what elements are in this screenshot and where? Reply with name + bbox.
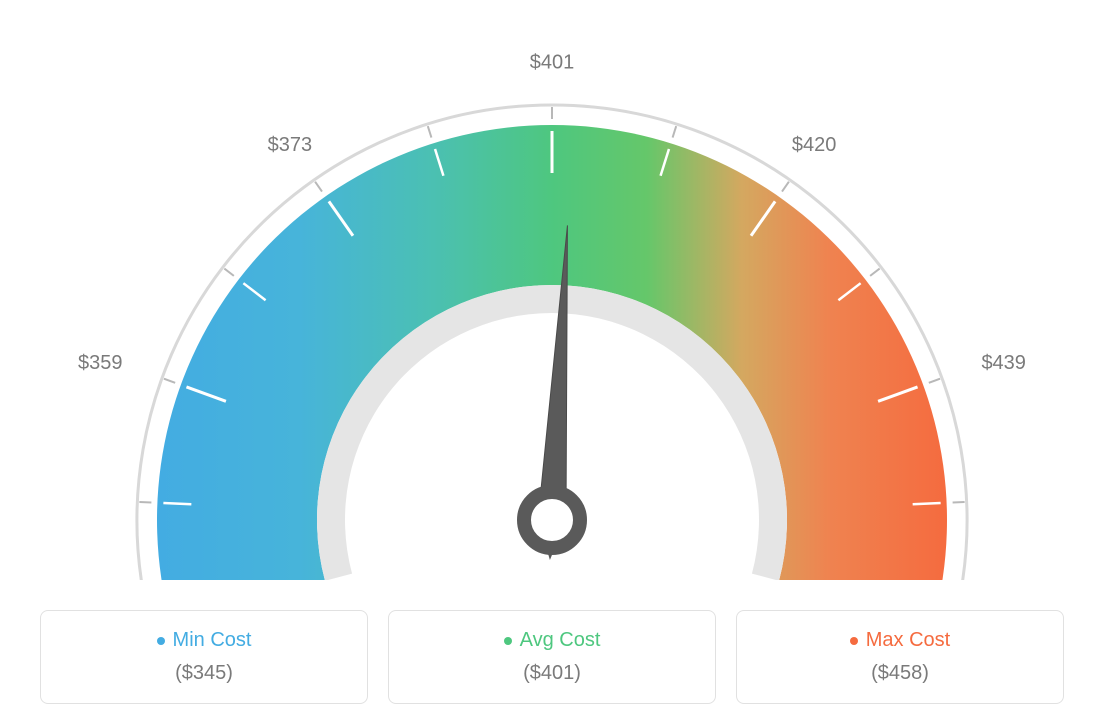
gauge-tick-label: $359 <box>78 352 123 374</box>
legend-avg-title: Avg Cost <box>504 629 601 652</box>
legend-avg-label: Avg Cost <box>520 629 601 652</box>
legend-max-title: Max Cost <box>850 629 950 652</box>
gauge-tick-label: $439 <box>981 352 1025 374</box>
legend-min-label: Min Cost <box>173 629 252 652</box>
dot-icon <box>157 637 165 645</box>
legend-max-label: Max Cost <box>866 629 950 652</box>
gauge-tick-label: $373 <box>268 134 313 156</box>
legend-min-value: ($345) <box>65 662 343 685</box>
legend-max-value: ($458) <box>761 662 1039 685</box>
gauge-tick-label: $420 <box>792 134 837 156</box>
legend-avg-value: ($401) <box>413 662 691 685</box>
dot-icon <box>504 637 512 645</box>
dot-icon <box>850 637 858 645</box>
gauge-chart: $345$359$373$401$420$439$458 <box>20 20 1084 580</box>
legend-min-title: Min Cost <box>157 629 252 652</box>
gauge-svg: $345$359$373$401$420$439$458 <box>20 20 1084 580</box>
gauge-tick-label: $401 <box>530 51 575 73</box>
